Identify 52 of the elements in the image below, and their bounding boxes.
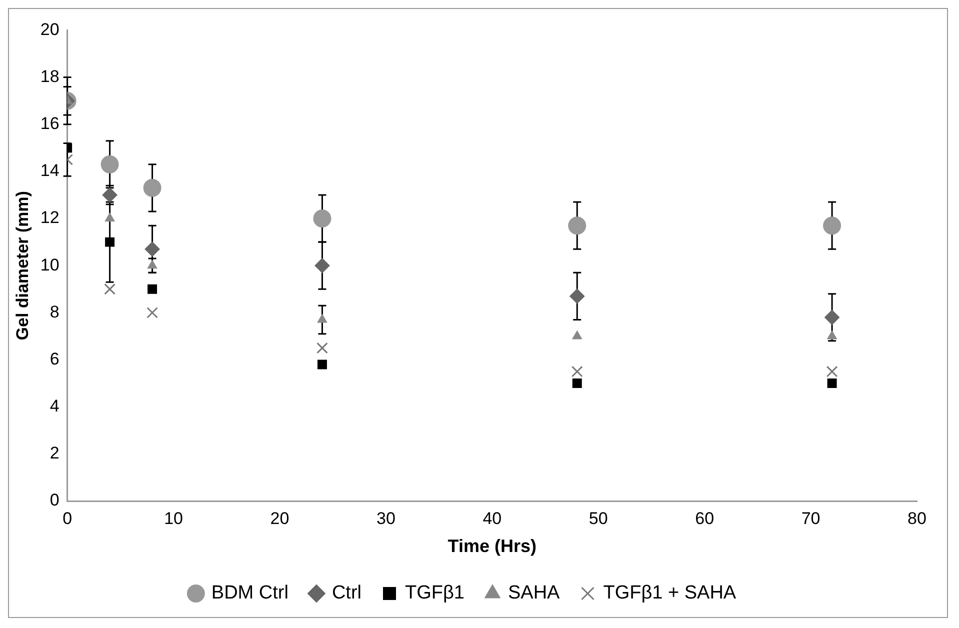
y-axis-title: Gel diameter (mm) — [12, 190, 32, 340]
x-tick-label: 40 — [482, 508, 502, 528]
point — [824, 310, 840, 325]
x-tick-label: 70 — [801, 508, 820, 528]
point — [144, 242, 160, 257]
y-tick-label: 6 — [50, 349, 60, 368]
y-tick-label: 2 — [50, 444, 60, 463]
legend-label: Ctrl — [332, 582, 362, 604]
legend-label: BDM Ctrl — [211, 582, 288, 604]
point — [313, 210, 332, 228]
point — [572, 378, 582, 388]
point — [316, 342, 328, 354]
y-tick-label: 18 — [40, 66, 60, 86]
x-tick-label: 0 — [62, 508, 72, 528]
point — [105, 237, 115, 247]
point — [104, 213, 115, 222]
point — [827, 330, 837, 340]
x-tick-label: 20 — [270, 508, 290, 528]
y-tick-label: 16 — [40, 114, 60, 134]
point — [148, 284, 158, 294]
x-axis-title: Time (Hrs) — [448, 536, 537, 556]
point — [572, 330, 582, 340]
x-tick-label: 80 — [908, 508, 926, 528]
y-tick-label: 20 — [40, 20, 60, 39]
point — [823, 216, 842, 235]
point — [104, 283, 116, 295]
point — [314, 258, 330, 274]
legend-label: TGFβ1 + SAHA — [603, 582, 736, 604]
point — [571, 366, 583, 378]
y-tick-label: 14 — [40, 161, 60, 180]
y-tick-label: 8 — [50, 302, 60, 322]
point — [570, 288, 585, 304]
x-tick-label: 30 — [376, 508, 396, 528]
y-tick-label: 10 — [40, 255, 60, 274]
x-tick-label: 50 — [588, 508, 608, 528]
point — [827, 378, 837, 388]
y-tick-label: 12 — [40, 208, 60, 228]
point — [568, 216, 586, 235]
y-tick-label: 0 — [50, 490, 60, 510]
y-tick-label: 4 — [50, 396, 60, 416]
point — [146, 306, 158, 318]
point — [100, 155, 119, 174]
legend-label: TGFβ1 — [404, 582, 464, 604]
x-tick-label: 60 — [695, 508, 714, 528]
point — [102, 187, 118, 202]
point — [317, 360, 327, 370]
legend-label: SAHA — [508, 582, 560, 604]
x-tick-label: 10 — [164, 508, 183, 528]
point — [143, 178, 162, 197]
point — [826, 366, 838, 378]
point — [147, 260, 158, 269]
point — [317, 314, 328, 323]
